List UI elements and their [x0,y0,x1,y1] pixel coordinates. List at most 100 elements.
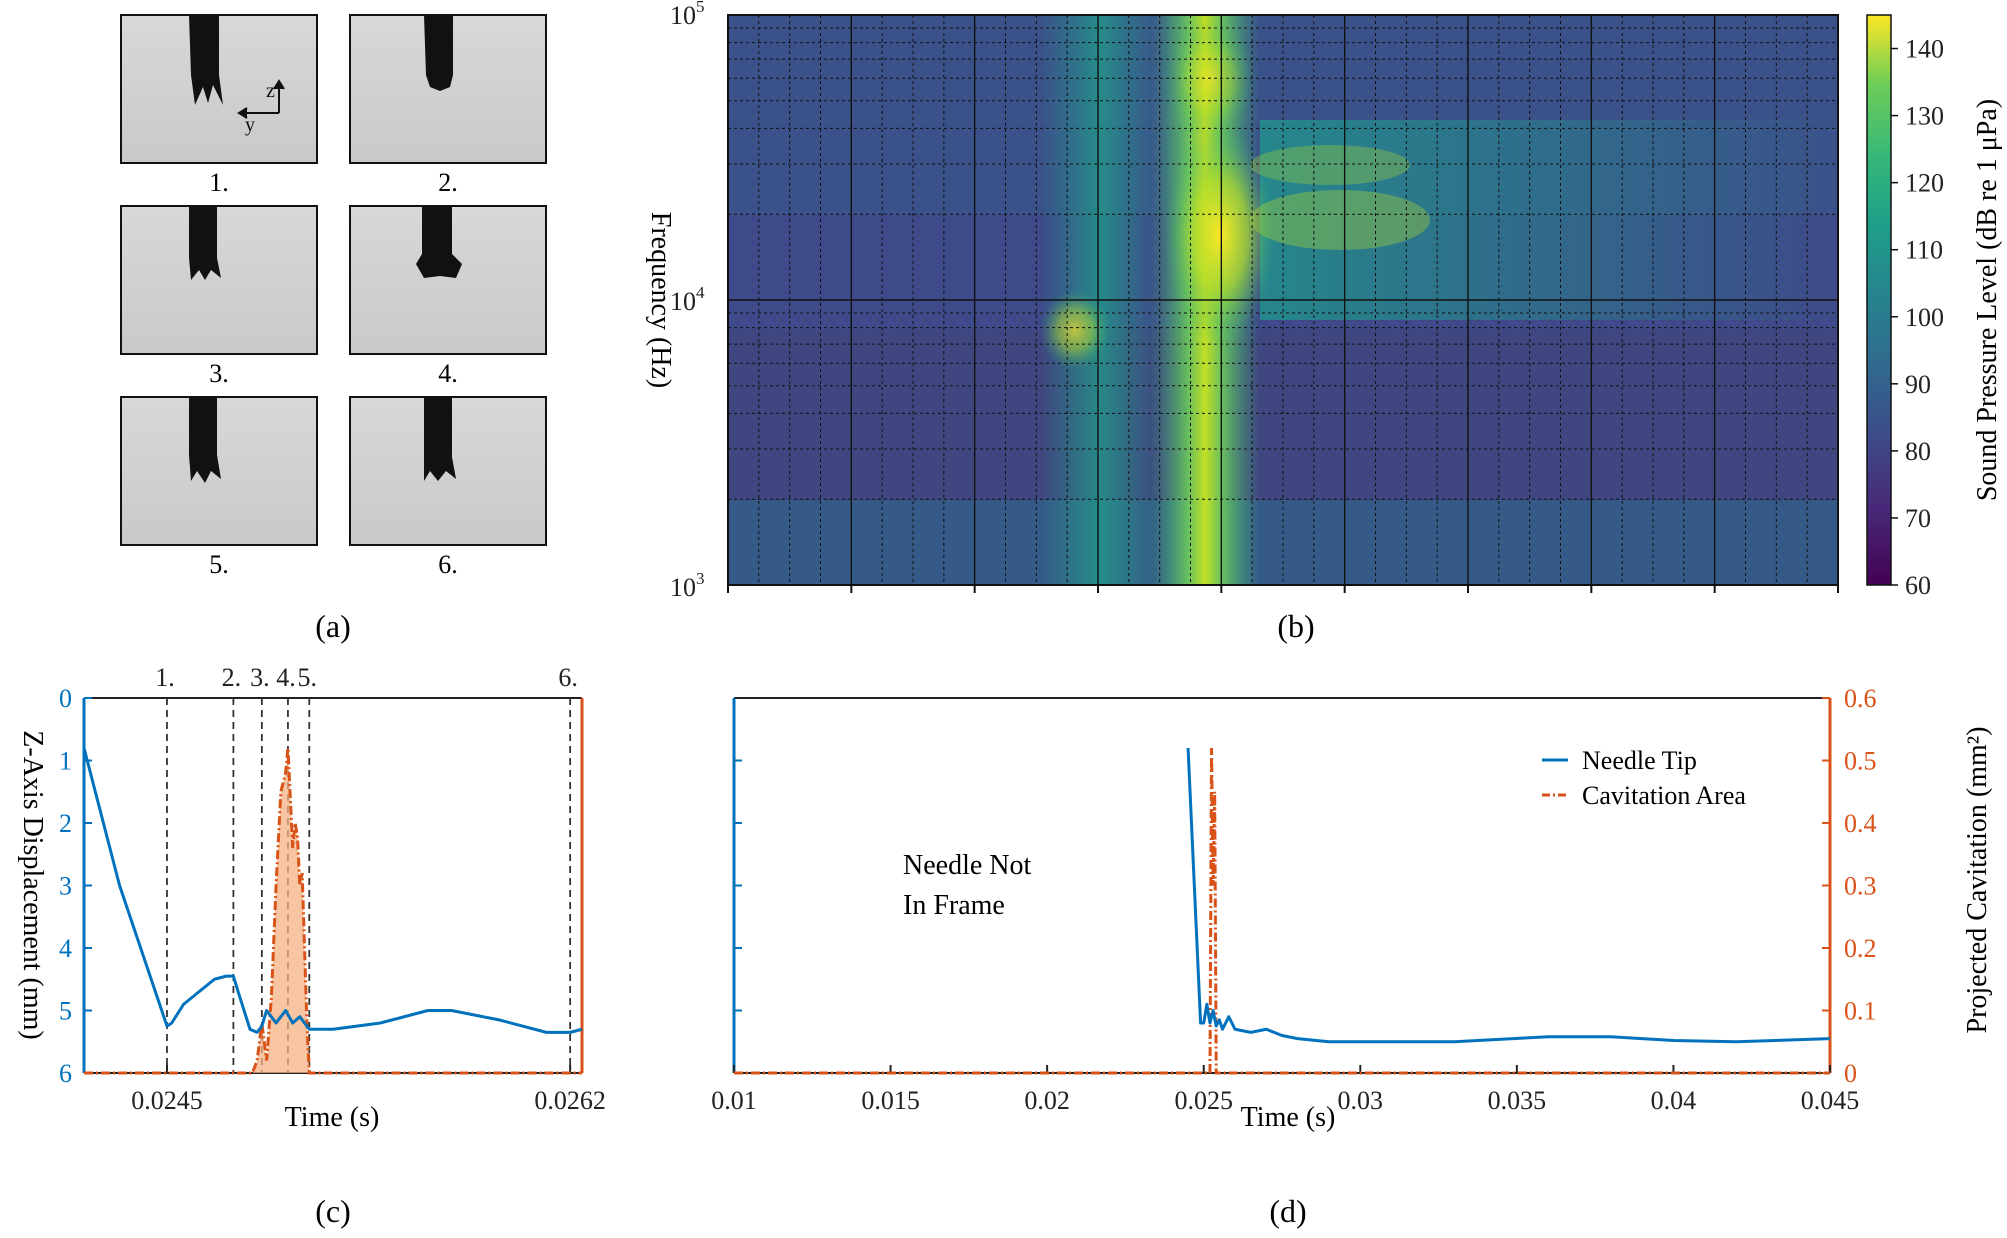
y-tick-1e4: 104 [670,283,705,316]
x-tick-label: 0.045 [1801,1086,1860,1115]
x-tick-label: 0.01 [711,1086,757,1115]
annotation-line-1: Needle Not [903,850,1032,881]
frame-label: 2. [438,168,458,197]
panel-label-d: (d) [1269,1193,1306,1229]
cavitation-area-line [734,747,1830,1075]
needle-shape [424,397,456,481]
x-tick-label: 0.03 [1338,1086,1384,1115]
needle-tip-line [82,747,583,1034]
x-tick-label: 0.035 [1488,1086,1547,1115]
needle-shape [416,206,462,278]
frame-6: 6. [349,396,547,579]
frame-marker-label: 2. [222,663,242,692]
legend-entry-cavitation: Cavitation Area [1582,781,1746,810]
cavitation-area-line [84,747,582,1075]
x-axis-label: Time (s) [285,1102,380,1133]
needle-shape [424,15,453,91]
y-axis-label: Z-Axis Displacement (mm) [17,730,48,1039]
y-tick-base: 10 [670,573,696,602]
frame-1: z y 1. [120,14,318,197]
y-tick-1e3: 103 [670,569,705,602]
y-tick-labels: 105 104 103 [670,0,705,602]
plot-c-area: 0 1 2 3 4 5 6 0.0245 0.0262 1. 2. 3. 4. 5. 6. [59,663,606,1115]
axis-triad [237,79,285,119]
x-tick-label: 0.015 [861,1086,920,1115]
y-tick-label: 4 [59,934,72,963]
frame-label: 4. [438,359,458,388]
x-tick-label: 0.0262 [534,1086,606,1115]
spectrogram-heat [728,15,1840,585]
colorbar-tick-label: 100 [1905,303,1944,332]
x-tick-label: 0.02 [1024,1086,1070,1115]
plot-d-area: 0 0.1 0.2 0.3 0.4 0.5 0.6 0.01 0.015 0.02 0.025 0.0… [711,684,1876,1115]
axis-z-label: z [266,80,275,102]
y-tick-base: 10 [670,287,696,316]
needle-tip-line [1186,747,1831,1044]
y2-tick-label: 0.6 [1844,684,1877,713]
y-tick-base: 10 [670,1,696,30]
legend: Needle Tip Cavitation Area [1542,746,1746,810]
colorbar-label: Sound Pressure Level (dB re 1 μPa) [1972,99,2003,501]
y-tick-label: 3 [59,872,72,901]
colorbar [1866,14,1892,586]
frame-3: 3. [120,205,318,388]
axis-y-label: y [245,114,255,136]
frame-2: 2. [349,14,547,197]
frame-marker-label: 4. [276,663,296,692]
colorbar-tick-label: 120 [1905,169,1944,198]
x-tick-label: 0.025 [1174,1086,1233,1115]
cavitation-area-fill [84,748,582,1073]
y2-axis-label: Projected Cavitation (mm²) [1962,727,1993,1034]
panel-a: z y 1. 2. 3. 4. 5. 6. (a) [120,14,547,644]
colorbar-tick-label: 110 [1905,236,1943,265]
y-tick-exp: 5 [696,0,705,16]
colorbar-ticks: 60 70 80 90 100 110 120 130 140 [1891,35,1944,600]
frame-background [120,205,318,355]
panel-label-c: (c) [315,1193,351,1229]
x-tick-label: 0.0245 [131,1086,203,1115]
colorbar-tick-label: 60 [1905,571,1931,600]
frame-marker-label: 3. [250,663,270,692]
y-tick-label: 1 [59,747,72,776]
frame-label: 6. [438,550,458,579]
annotation-line-2: In Frame [903,890,1005,921]
y-tick-exp: 4 [696,283,705,302]
y2-tick-label: 0.4 [1844,809,1877,838]
y2-tick-label: 0.5 [1844,747,1877,776]
needle-shape [189,206,221,280]
panel-label-b: (b) [1277,608,1314,644]
panel-label-a: (a) [315,608,351,644]
frame-label: 1. [209,168,229,197]
frame-marker-label: 1. [155,663,175,692]
legend-entry-needle-tip: Needle Tip [1582,746,1697,775]
frame-label: 3. [209,359,229,388]
y-axis-label: Frequency (Hz) [645,212,676,388]
frame-label: 5. [209,550,229,579]
y-tick-exp: 3 [696,569,705,588]
y2-tick-label: 0.1 [1844,997,1877,1026]
y2-tick-label: 0.3 [1844,872,1877,901]
frame-5: 5. [120,396,318,579]
panel-c: 0 1 2 3 4 5 6 0.0245 0.0262 1. 2. 3. 4. 5. 6. Time (s)… [17,663,606,1229]
spectrogram-frame [727,14,1839,586]
frame-4: 4. [349,205,547,388]
needle-shape [189,397,221,483]
colorbar-tick-label: 90 [1905,370,1931,399]
colorbar-tick-label: 140 [1905,35,1944,64]
y-tick-label: 2 [59,809,72,838]
colorbar-tick-label: 70 [1905,504,1931,533]
panel-b: 105 104 103 Frequency (Hz) 6070809010011… [645,0,2003,644]
y-tick-label: 5 [59,997,72,1026]
y-tick-1e5: 105 [670,0,705,30]
y2-tick-label: 0.2 [1844,934,1877,963]
x-tick-label: 0.04 [1651,1086,1697,1115]
x-axis-label: Time (s) [1241,1102,1336,1133]
y-tick-label: 6 [59,1059,72,1088]
colorbar-tick-label: 80 [1905,437,1931,466]
y-tick-label: 0 [59,684,72,713]
frame-marker-label: 6. [558,663,578,692]
frame-marker-label: 5. [298,663,318,692]
frame-background [120,396,318,546]
needle-shape [189,15,223,105]
